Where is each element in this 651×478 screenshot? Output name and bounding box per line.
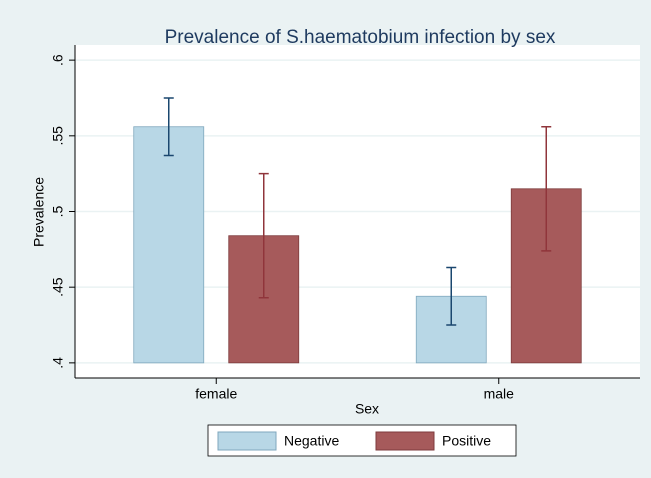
x-axis-label: Sex <box>355 401 379 417</box>
y-tick-label: .55 <box>50 126 66 146</box>
error-bar <box>541 125 552 252</box>
error-bar <box>258 172 269 299</box>
chart-title: Prevalence of S.haematobium infection by… <box>165 27 556 48</box>
error-bar <box>446 266 457 326</box>
error-bar <box>163 97 174 157</box>
x-tick-label: female <box>195 386 237 402</box>
x-tick-label: male <box>484 386 515 402</box>
y-tick-label: .5 <box>50 205 66 217</box>
legend-label: Positive <box>442 433 491 449</box>
y-tick-label: .45 <box>50 277 66 297</box>
bar <box>415 295 487 364</box>
legend-swatch <box>217 431 277 451</box>
y-axis-label: Prevalence <box>31 177 47 247</box>
legend-label: Negative <box>284 433 339 449</box>
legend-swatch <box>375 431 435 451</box>
bar <box>133 126 205 364</box>
y-tick-label: .6 <box>50 54 66 66</box>
y-tick-label: .4 <box>50 357 66 369</box>
